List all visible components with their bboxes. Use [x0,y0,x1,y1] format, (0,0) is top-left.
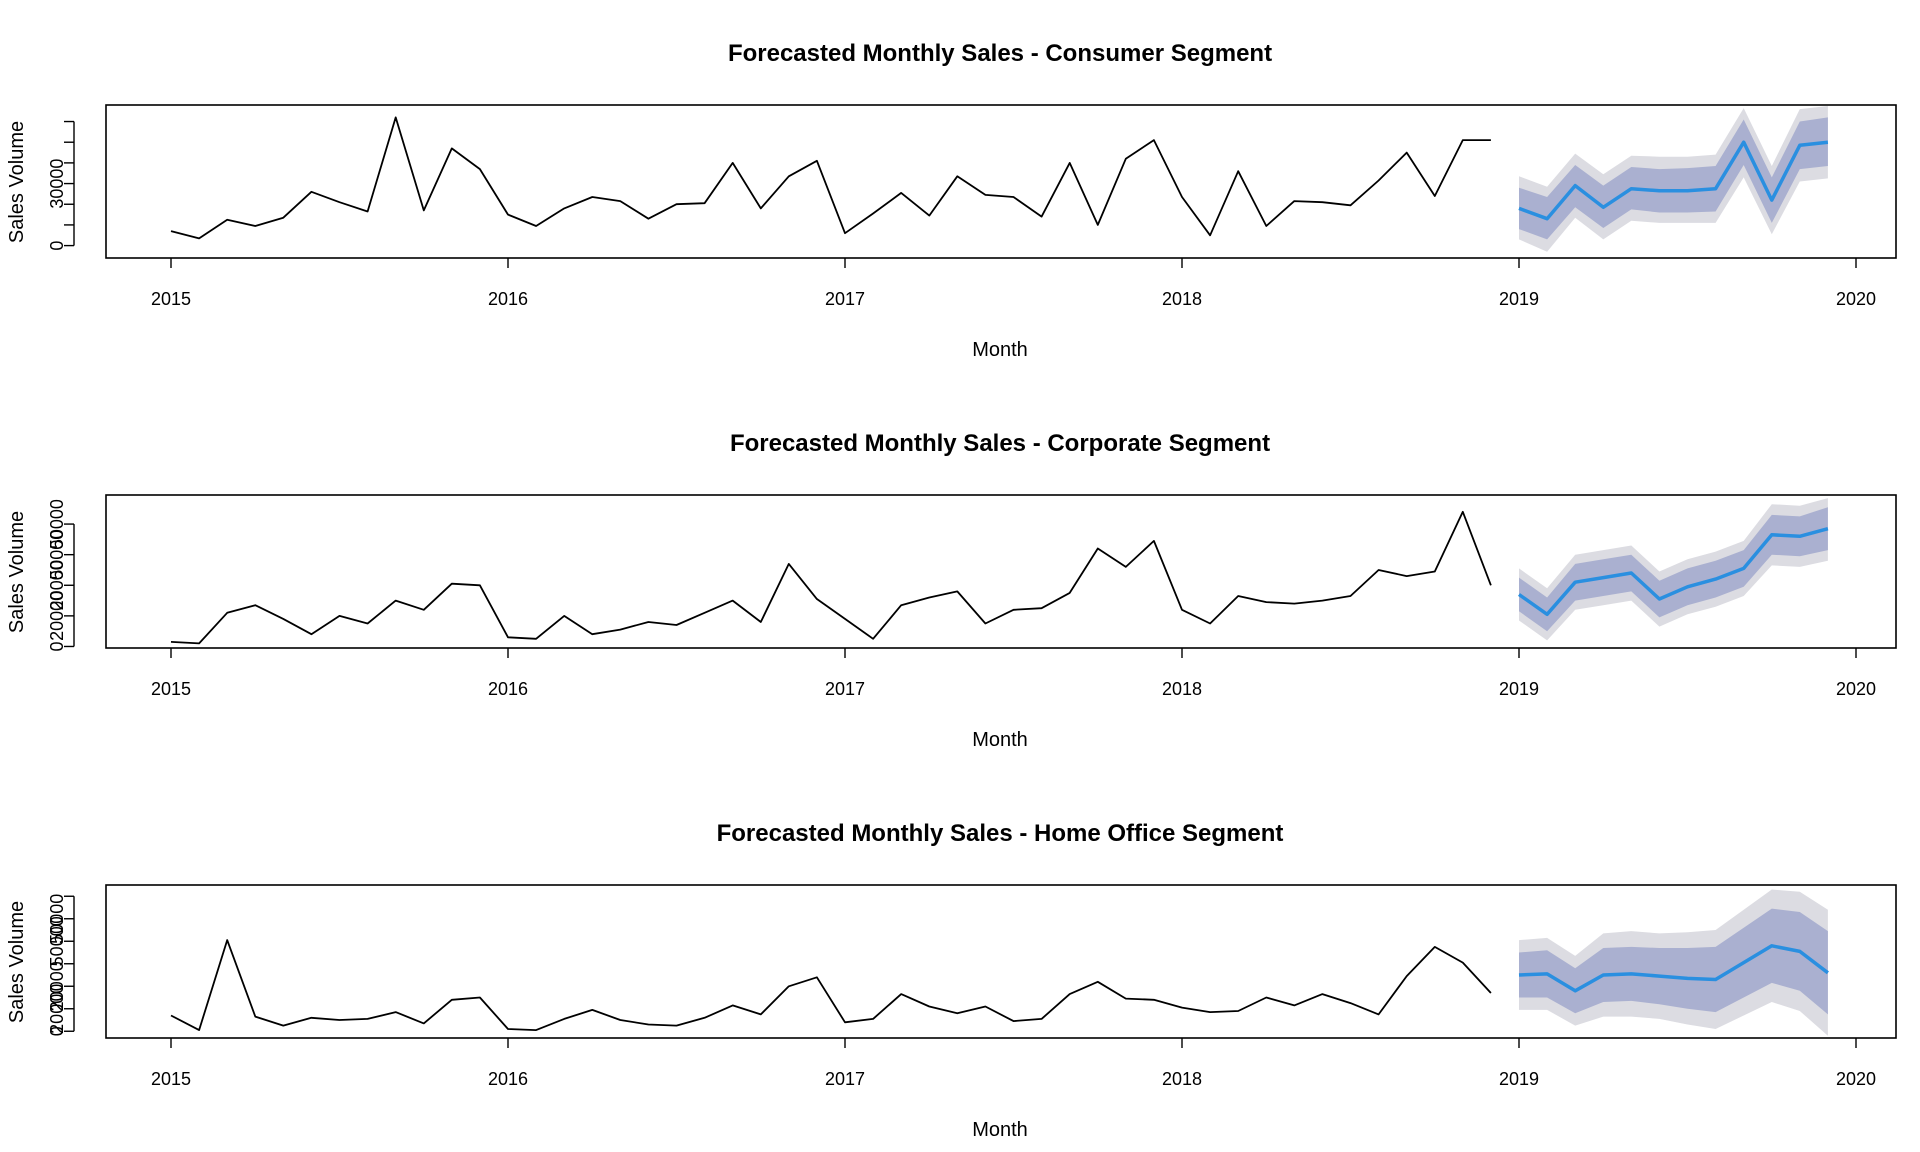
corporate-y-tick-label: 0 [47,641,67,651]
home-office-panel: Forecasted Monthly Sales - Home Office S… [6,820,1897,1141]
consumer-chart-title: Forecasted Monthly Sales - Consumer Segm… [728,40,1272,67]
home-office-x-tick-label: 2015 [151,1069,191,1089]
corporate-x-tick-label: 2020 [1836,679,1876,699]
consumer-history-line [170,116,1491,240]
home-office-y-tick-label: 50000 [47,916,67,966]
corporate-chart-title: Forecasted Monthly Sales - Corporate Seg… [730,430,1270,457]
consumer-x-axis-label: Month [972,339,1028,361]
consumer-y-axis-label: Sales Volume [6,121,28,243]
corporate-x-tick-label: 2018 [1162,679,1202,699]
corporate-x-tick-label: 2019 [1499,679,1539,699]
consumer-forecast-80-interval [1519,117,1828,240]
consumer-x-tick-label: 2016 [488,289,528,309]
consumer-plot-frame [105,104,1897,259]
corporate-x-tick-label: 2015 [151,679,191,699]
corporate-x-tick-label: 2017 [825,679,865,699]
consumer-forecast-line [1518,140,1829,221]
consumer-x-tick-label: 2015 [151,289,191,309]
consumer-y-tick-label: 0 [47,241,67,251]
corporate-history-line [170,510,1492,645]
consumer-y-tick-label: 30000 [47,159,67,209]
corporate-y-axis-label: Sales Volume [6,511,28,633]
consumer-panel: Forecasted Monthly Sales - Consumer Segm… [6,40,1897,361]
consumer-x-tick-label: 2017 [825,289,865,309]
corporate-y-tick-label: 50000 [47,499,67,549]
consumer-x-tick-label: 2019 [1499,289,1539,309]
consumer-x-tick-label: 2020 [1836,289,1876,309]
home-office-forecast-line [1518,944,1829,993]
corporate-plot-frame [105,494,1897,649]
home-office-y-tick-label: 50000 [47,894,67,944]
corporate-y-tick-label: 50000 [47,530,67,580]
corporate-forecast-95-interval [1519,498,1828,641]
home-office-plot-frame [105,884,1897,1039]
home-office-x-tick-label: 2020 [1836,1069,1876,1089]
consumer-x-tick-label: 2018 [1162,289,1202,309]
corporate-forecast-80-interval [1519,507,1828,632]
corporate-y-tick-label: 20000 [47,591,67,641]
home-office-y-tick-label: 20000 [47,961,67,1011]
home-office-forecast-80-interval [1519,908,1828,1015]
corporate-panel: Forecasted Monthly Sales - Corporate Seg… [6,430,1897,751]
corporate-x-tick-label: 2016 [488,679,528,699]
home-office-y-tick-label: 0 [47,1026,67,1036]
home-office-history-line [170,939,1492,1031]
home-office-chart-title: Forecasted Monthly Sales - Home Office S… [717,820,1284,847]
consumer-plot-area: 0 30000 [47,104,1897,268]
corporate-x-axis-label: Month [972,729,1028,751]
home-office-x-tick-label: 2018 [1162,1069,1202,1089]
home-office-x-axis-label: Month [972,1119,1028,1141]
corporate-forecast-line [1517,527,1829,617]
home-office-y-axis-label: Sales Volume [6,901,28,1023]
corporate-y-tick-label: 20000 [47,560,67,610]
home-office-x-tick-label: 2017 [825,1069,865,1089]
home-office-x-tick-label: 2016 [488,1069,528,1089]
home-office-y-tick-label: 20000 [47,984,67,1034]
home-office-x-tick-label: 2019 [1499,1069,1539,1089]
